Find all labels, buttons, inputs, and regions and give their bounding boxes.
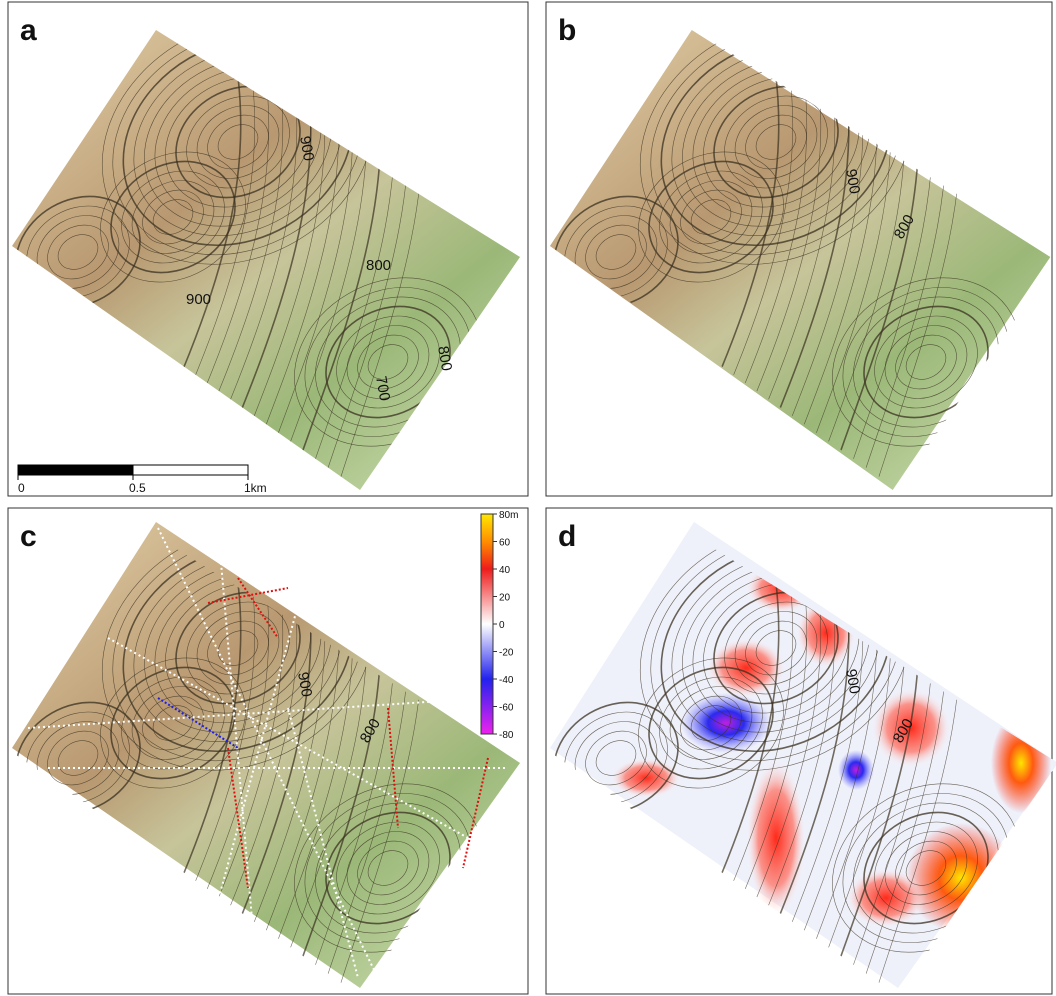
scale-label: 1km [244,481,267,495]
contour-label: 900 [186,291,211,308]
figure: a 900 800 900 800 700 00.51km b 900 800 … [0,0,1056,996]
scale-segment [18,465,133,475]
panel-letter: d [558,520,576,553]
scale-segment [133,465,248,475]
scale-label: 0 [18,481,25,495]
colorbar-label: 40 [499,565,511,576]
panel-d: d 900 800 [534,477,1056,996]
colorbar-label: 20 [499,593,511,604]
panel-letter: a [20,14,37,47]
colorbar-label: -60 [499,703,514,714]
scale-label: 0.5 [129,481,146,495]
colorbar-label: -20 [499,648,514,659]
panel-letter: c [20,520,37,553]
contour-label: 800 [366,257,391,274]
panel-b: b 900 800 [534,0,1052,496]
colorbar-label: 80m [499,510,518,521]
colorbar-ramp [481,514,493,734]
colorbar-label: -40 [499,675,514,686]
colorbar-label: 60 [499,538,511,549]
colorbar-label: 0 [499,620,505,631]
panel-letter: b [558,14,576,47]
colorbar-label: -80 [499,730,514,741]
